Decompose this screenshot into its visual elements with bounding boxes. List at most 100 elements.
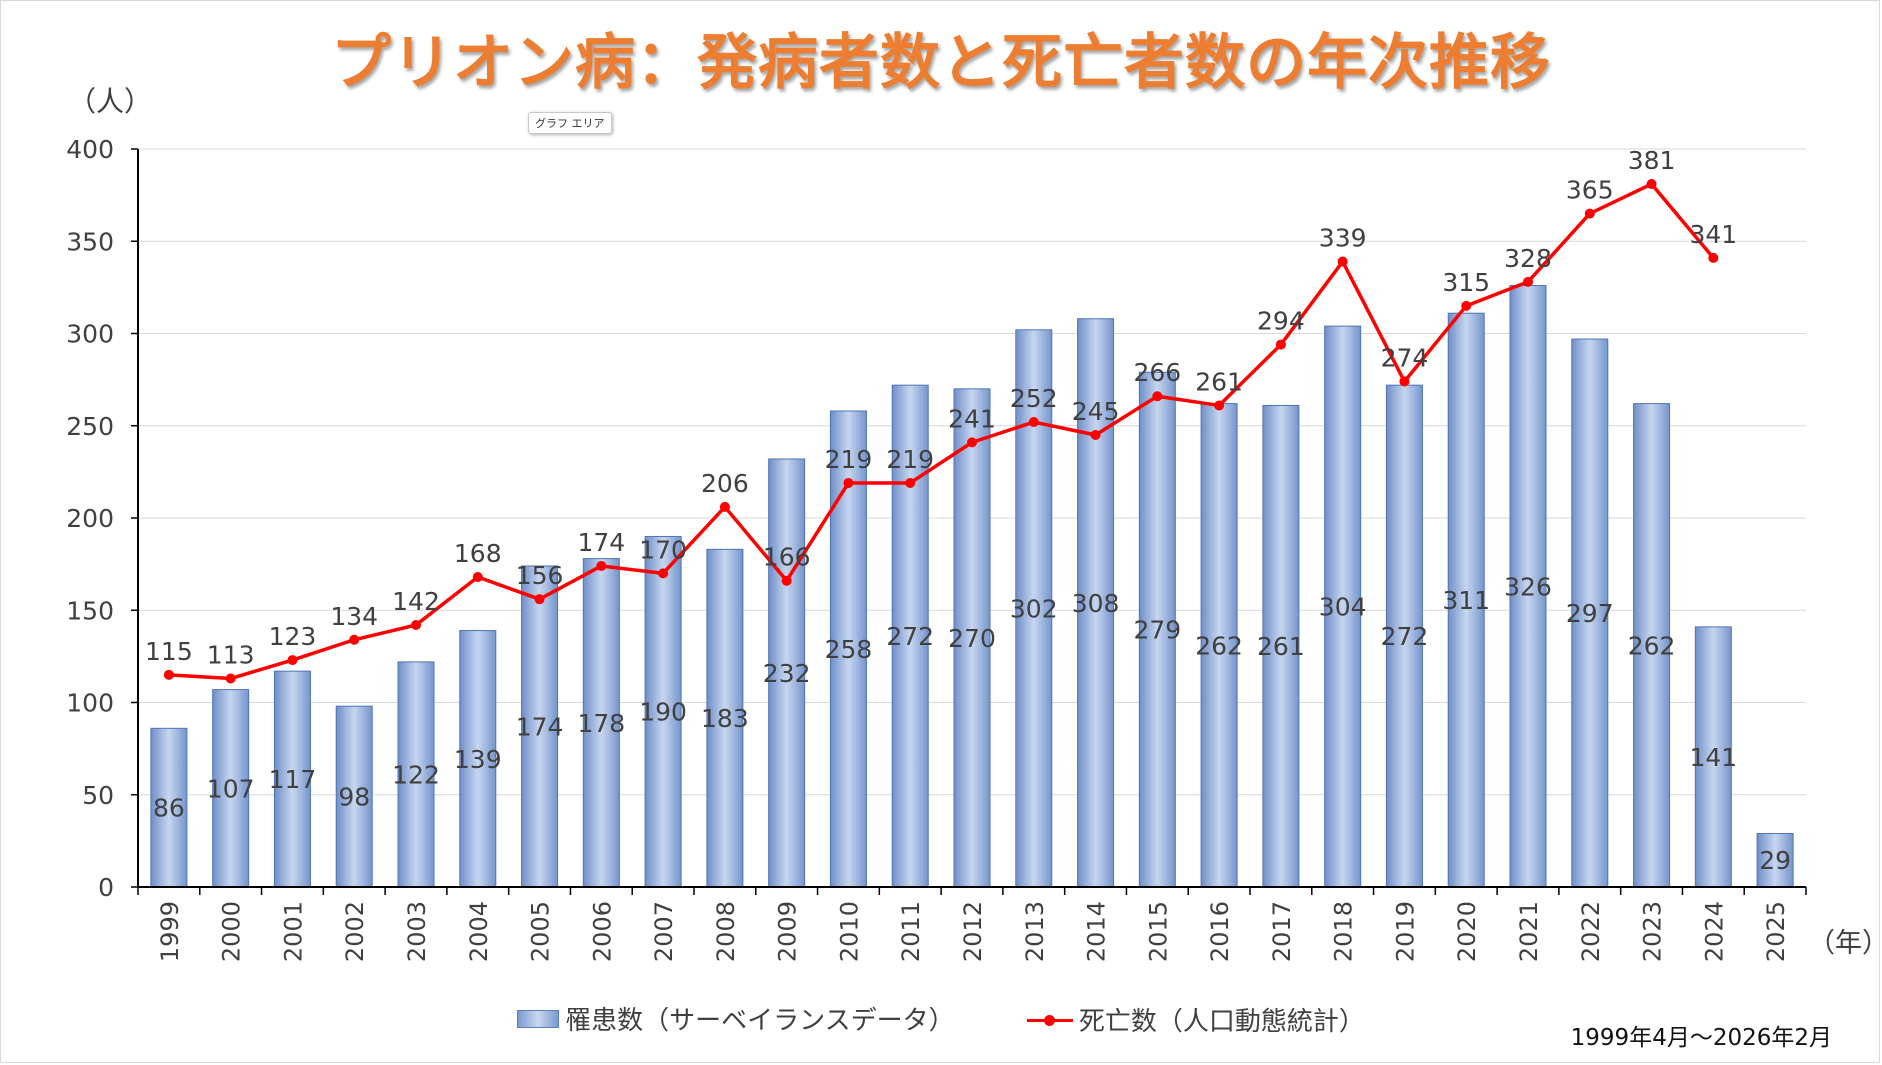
x-tick-label: 2011 [897,901,925,962]
line-data-label: 315 [1442,268,1490,297]
x-tick-label: 2001 [279,901,307,962]
date-range-note: 1999年4月～2026年2月 [1570,1025,1832,1051]
line-data-label: 168 [454,539,502,568]
bar-incidence [397,661,435,888]
bar-incidence [1077,318,1115,888]
bar-incidence [582,558,620,888]
bar-data-label: 279 [1133,616,1181,645]
line-deaths-point [225,673,236,684]
y-tick-label: 250 [66,412,114,441]
bar-incidence [335,705,373,888]
line-data-label: 339 [1319,224,1367,253]
y-tick-label: 150 [66,596,114,625]
bar-incidence [1138,371,1176,888]
line-deaths-point [1028,417,1039,428]
x-tick-label: 2012 [959,901,987,962]
line-data-label: 156 [516,561,564,590]
bar-data-label: 29 [1759,846,1791,875]
x-tick-label: 2015 [1144,901,1172,962]
legend-bar-swatch [517,1009,560,1028]
line-deaths-point [349,634,360,645]
x-tick-label: 1999 [156,901,184,962]
line-data-label: 294 [1257,307,1305,336]
x-tick-label: 2021 [1515,901,1543,962]
bar-data-label: 304 [1319,593,1367,622]
y-tick-label: 200 [66,504,114,533]
bar-data-label: 261 [1257,632,1305,661]
x-tick-label: 2002 [341,901,369,962]
bar-incidence [1200,403,1238,888]
bar-data-label: 183 [701,704,749,733]
line-data-label: 241 [948,404,996,433]
line-deaths-point [287,655,298,666]
line-deaths-point [905,477,916,488]
line-data-label: 252 [1010,384,1058,413]
line-data-label: 142 [392,587,440,616]
bar-data-label: 326 [1504,572,1552,601]
bar-incidence [891,384,929,888]
line-data-label: 166 [763,543,811,572]
bar-incidence [150,727,188,888]
chart-plot[interactable]: 86 107 117 98 122 139 174 178 190 183 232 258 272 270… [0,0,1882,1000]
x-tick-label: 2009 [774,901,802,962]
x-tick-label: 2016 [1206,901,1234,962]
bar-data-label: 122 [392,760,440,789]
bar-data-label: 258 [825,635,873,664]
x-tick-label: 2007 [650,901,678,962]
bar-data-label: 139 [454,745,502,774]
line-data-label: 381 [1628,146,1676,175]
x-tick-label: 2020 [1453,901,1481,962]
line-deaths-point [1275,339,1286,350]
line-deaths-point [1214,400,1225,411]
line-deaths-point [1461,300,1472,311]
bar-data-label: 190 [639,698,687,727]
line-data-label: 115 [145,637,193,666]
line-deaths [168,182,1715,681]
x-tick-label: 2008 [712,901,740,962]
x-tick-label: 2019 [1391,901,1419,962]
bar-incidence [1571,338,1609,888]
bar-data-label: 270 [948,624,996,653]
line-data-label: 170 [639,535,687,564]
line-deaths-point [1646,179,1657,190]
bar-data-label: 86 [153,794,185,823]
line-deaths-point [411,620,421,631]
bar-incidence [1324,325,1362,888]
line-data-label: 365 [1566,176,1614,205]
y-tick-label: 100 [66,689,114,718]
line-deaths-point [1152,391,1163,402]
bar-incidence [1633,403,1671,888]
line-data-label: 245 [1072,397,1120,426]
bar-incidence [768,458,806,888]
bar-data-label: 272 [886,622,934,651]
x-tick-label: 2017 [1268,901,1296,962]
line-data-label: 341 [1689,220,1737,249]
line-data-label: 219 [886,445,934,474]
bar-incidence [953,388,991,888]
line-deaths-point [1337,256,1348,267]
line-deaths-point [658,568,669,579]
line-deaths-point [1708,252,1719,263]
x-tick-label: 2000 [218,901,246,962]
line-deaths-point [1584,208,1595,219]
line-data-label: 274 [1381,343,1429,372]
chart-area-tooltip: グラフ エリア [528,112,612,134]
chart-legend: 罹患数（サーベイランスデータ） 死亡数（人口動態統計） [0,1000,1882,1038]
line-deaths-point [1523,276,1533,287]
bar-incidence [273,670,311,888]
line-data-label: 174 [577,528,625,557]
bar-incidence [829,410,867,888]
y-tick-label: 0 [98,873,114,902]
x-tick-label: 2010 [835,901,863,962]
line-deaths-point [843,477,854,488]
bar-data-label: 308 [1072,589,1120,618]
line-deaths-point [967,437,977,448]
x-axis-unit: （年） [1808,928,1882,959]
legend-label-incidence: 罹患数（サーベイランスデータ） [565,1006,955,1036]
bar-incidence [706,548,744,888]
legend-line-swatch [1026,1012,1073,1028]
bar-data-label: 262 [1195,631,1243,660]
line-deaths-point [163,669,174,680]
line-data-label: 219 [825,445,873,474]
